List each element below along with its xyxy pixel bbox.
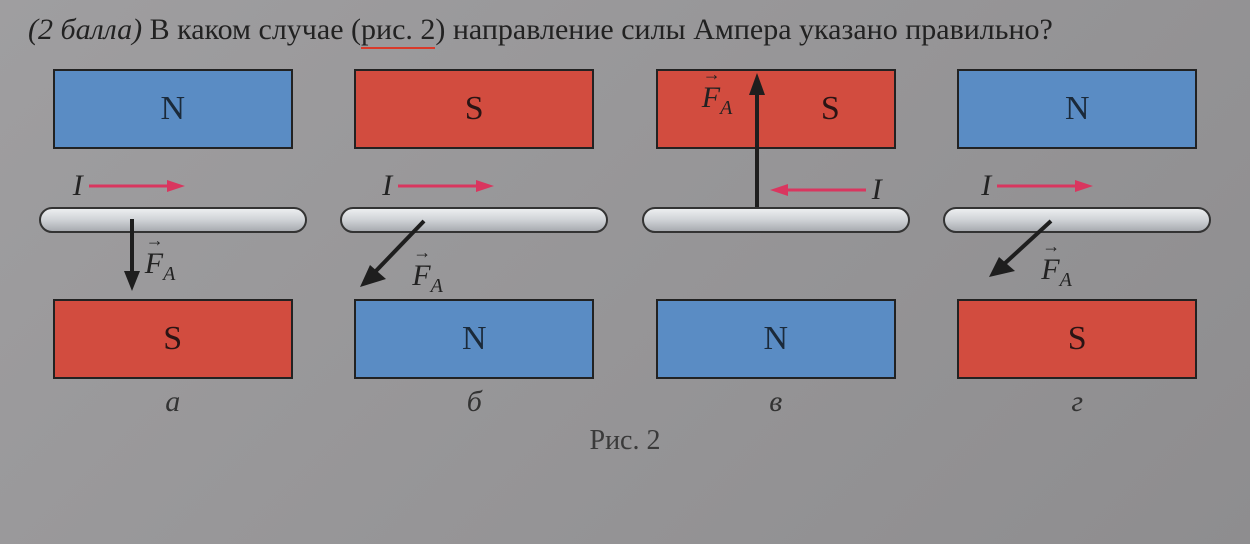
current-label: I (981, 169, 991, 203)
figure-reference: рис. 2 (361, 13, 435, 49)
current-b: I (382, 169, 494, 203)
force-symbol: F (702, 81, 720, 115)
force-subscript: A (431, 275, 443, 297)
magnet-top-b: S (354, 69, 594, 149)
current-g: I (981, 169, 1093, 203)
current-v: I (770, 173, 882, 207)
pole-label: N (462, 320, 487, 358)
force-subscript: A (1060, 269, 1072, 291)
wire-a (39, 207, 307, 233)
panel-label-v: в (769, 385, 782, 419)
current-label: I (872, 173, 882, 207)
pole-label: N (160, 90, 185, 128)
figure-caption: Рис. 2 (28, 425, 1222, 457)
page-root: (2 балла) В каком случае (рис. 2) направ… (0, 0, 1250, 544)
force-symbol: F (145, 247, 163, 281)
magnet-top-v: S (656, 69, 896, 149)
question-part-1: В каком случае ( (142, 13, 361, 46)
force-label-g: FA (1041, 253, 1072, 292)
force-label-v: FA (702, 81, 733, 120)
current-a: I (73, 169, 185, 203)
current-arrow-right-icon (89, 177, 185, 195)
magnet-bottom-g: S (957, 299, 1197, 379)
panel-label-b: б (467, 385, 482, 419)
force-subscript: A (720, 97, 732, 119)
force-label-a: FA (145, 247, 176, 286)
panel-b: S I FA N б (330, 69, 620, 419)
pole-label: S (163, 320, 182, 358)
force-symbol: F (412, 259, 430, 293)
pole-label: N (763, 320, 788, 358)
force-subscript: A (163, 263, 175, 285)
current-label: I (73, 169, 83, 203)
force-symbol: F (1041, 253, 1059, 287)
question-text: (2 балла) В каком случае (рис. 2) направ… (28, 10, 1222, 51)
panel-label-g: г (1071, 385, 1083, 419)
current-arrow-right-icon (398, 177, 494, 195)
pole-label: N (1065, 90, 1090, 128)
magnet-bottom-v: N (656, 299, 896, 379)
magnet-bottom-a: S (53, 299, 293, 379)
pole-label: S (821, 90, 840, 128)
current-arrow-left-icon (770, 181, 866, 199)
current-arrow-right-icon (997, 177, 1093, 195)
force-arrow-down-icon (121, 219, 143, 291)
wire-v (642, 207, 910, 233)
current-label: I (382, 169, 392, 203)
panel-a: N I FA S а (28, 69, 318, 419)
pole-label: S (465, 90, 484, 128)
magnet-top-a: N (53, 69, 293, 149)
pole-label: S (1068, 320, 1087, 358)
magnet-bottom-b: N (354, 299, 594, 379)
force-arrow-up-icon (746, 73, 768, 223)
magnet-top-g: N (957, 69, 1197, 149)
force-label-b: FA (412, 259, 443, 298)
question-part-2: ) направление силы Ампера указано правил… (435, 13, 1052, 46)
panel-label-a: а (165, 385, 180, 419)
diagram-b: S I FA N (334, 69, 614, 379)
diagram-panels: N I FA S а (28, 69, 1222, 419)
panel-v: S FA I N в (631, 69, 921, 419)
panel-g: N I FA S г (933, 69, 1223, 419)
diagram-g: N I FA S (937, 69, 1217, 379)
diagram-v: S FA I N (636, 69, 916, 379)
points-prefix: (2 балла) (28, 13, 142, 46)
diagram-a: N I FA S (33, 69, 313, 379)
